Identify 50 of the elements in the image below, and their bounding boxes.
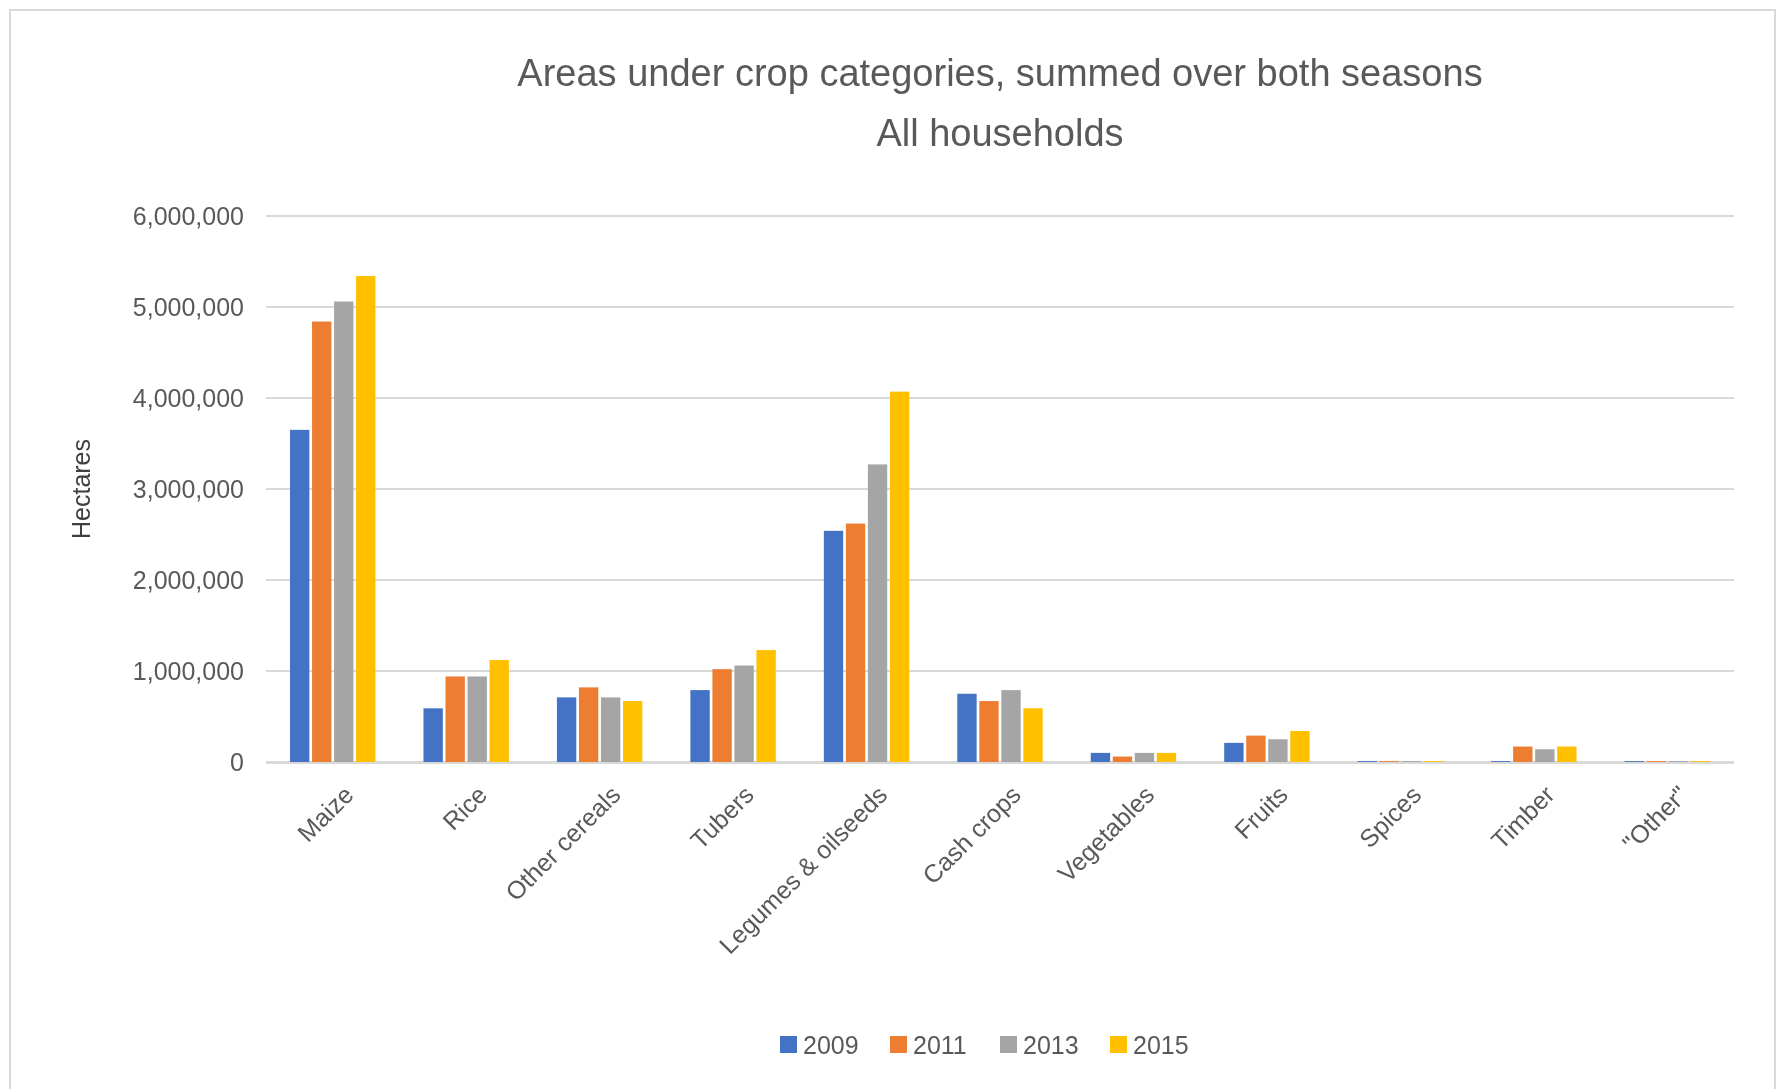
bar [1557,746,1577,762]
chart-subtitle: All households [876,112,1124,154]
bar [1001,690,1021,762]
y-tick-label: 0 [230,747,244,776]
legend-label: 2013 [1023,1030,1079,1059]
bar [756,650,776,762]
bar [1112,756,1133,762]
bar [1246,735,1266,762]
bar [556,697,577,762]
bar [867,464,888,762]
bar [1535,749,1555,762]
bar [1090,752,1111,762]
y-tick-label: 1,000,000 [132,656,244,685]
y-tick-label: 5,000,000 [132,292,244,321]
bar [1156,752,1177,762]
bar [356,276,376,762]
bar [312,321,332,762]
bar [423,708,443,762]
bar [622,701,643,762]
bar [845,523,866,762]
bar [957,693,977,762]
x-tick-label: Rice [436,780,493,836]
bar [889,391,910,762]
bar [1134,752,1155,762]
bar [823,530,844,762]
bar [1224,742,1244,762]
legend-label: 2015 [1133,1030,1189,1059]
bar [712,669,732,762]
bar [1513,746,1533,762]
bar [734,665,754,762]
y-tick-label: 4,000,000 [132,383,244,412]
bar [445,676,465,762]
bar [1268,739,1288,762]
bar [334,301,354,762]
bar [979,701,999,762]
y-tick-label: 2,000,000 [132,565,244,594]
y-axis-title: Hectares [67,438,95,540]
y-tick-label: 6,000,000 [132,201,244,230]
bar [578,687,599,762]
bar [1023,708,1043,762]
chart-title: Areas under crop categories, summed over both seasons [517,52,1483,94]
legend-label: 2009 [803,1030,859,1059]
y-tick-label: 3,000,000 [132,474,244,503]
bar [690,690,710,762]
bar [489,660,509,762]
bar [600,697,621,762]
bar [290,429,310,762]
legend-label: 2011 [913,1030,967,1059]
bar [467,676,487,762]
bar [1290,731,1310,762]
